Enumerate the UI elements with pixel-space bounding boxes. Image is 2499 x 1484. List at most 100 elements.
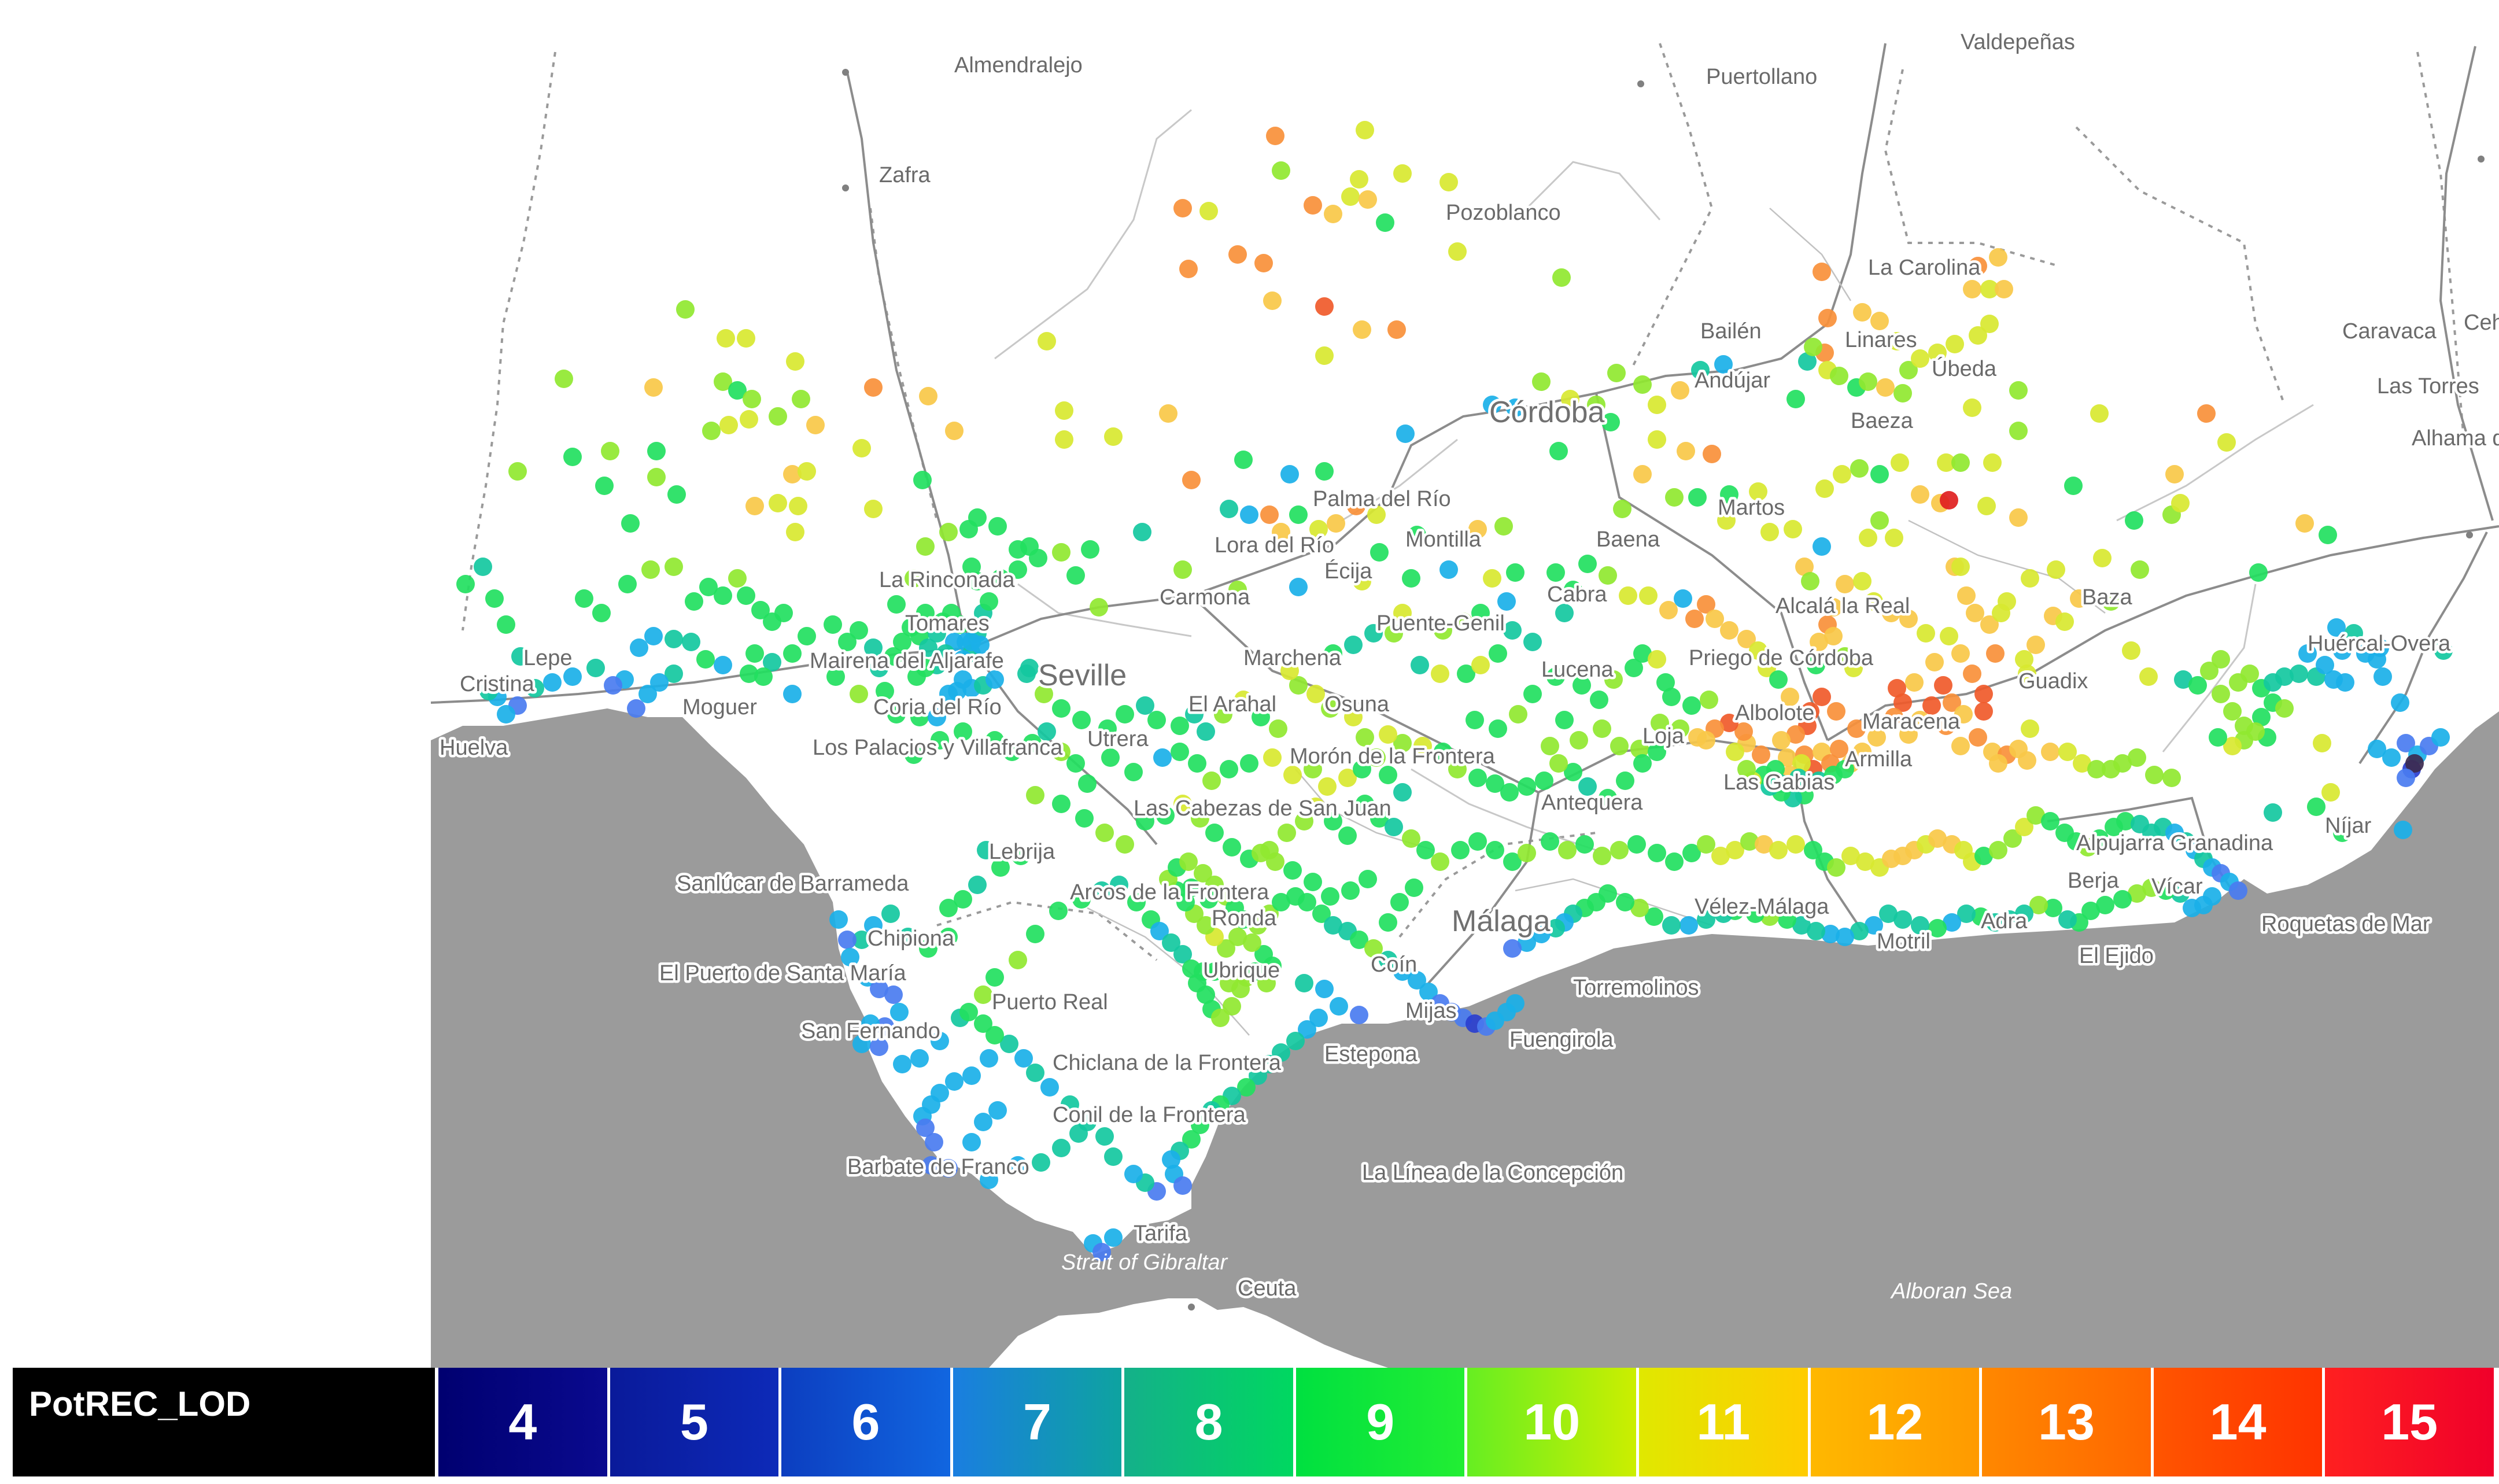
point-value-9 [1688, 488, 1707, 507]
point-value-7 [1162, 1150, 1180, 1169]
point-value-12 [945, 422, 964, 440]
point-value-12 [1359, 190, 1377, 209]
point-value-11 [1350, 170, 1368, 189]
place-label: Alpujarra Granadina [2076, 831, 2273, 855]
place-label: Baena [1596, 527, 1660, 552]
point-value-9 [1503, 852, 1522, 871]
point-value-9 [838, 633, 857, 651]
point-value-12 [644, 378, 663, 397]
point-value-9 [1451, 841, 1470, 859]
point-value-6 [870, 1038, 888, 1056]
point-value-9 [1246, 962, 1264, 981]
point-value-9 [1116, 705, 1134, 723]
point-value-12 [2165, 465, 2184, 483]
place-label-halo: Vélez-Málaga [1695, 895, 1829, 919]
point-value-7 [980, 1171, 998, 1189]
place-label: Berja [2068, 869, 2120, 893]
point-value-11 [1833, 465, 1851, 483]
point-value-9 [2249, 563, 2268, 582]
point-value-14 [1888, 679, 1906, 697]
place-label-halo: Motril [1877, 929, 1930, 954]
point-value-12 [1995, 280, 2013, 298]
point-value-9 [1012, 847, 1030, 865]
place-label: Puerto Real [992, 990, 1108, 1014]
point-value-11 [1911, 349, 1929, 368]
place-label: Lora del Río [1215, 533, 1334, 558]
point-value-11 [1758, 659, 1776, 677]
point-value-10 [1827, 858, 1845, 877]
point-value-9 [1807, 656, 1825, 674]
point-value-7 [1419, 983, 1438, 1001]
point-value-9 [2090, 829, 2109, 848]
place-label-halo: Sanlúcar de Barrameda [677, 872, 909, 896]
point-value-11 [1928, 344, 1947, 362]
point-value-12 [1951, 644, 1970, 663]
place-label: Linares [1845, 328, 1917, 352]
point-value-11 [1199, 202, 1218, 220]
point-value-8 [2174, 670, 2192, 689]
point-value-7 [2316, 656, 2334, 674]
point-value-13 [1734, 722, 1753, 741]
point-value-10 [1613, 500, 1631, 518]
place-label: Níjar [2325, 814, 2372, 838]
point-value-12 [1781, 688, 1799, 706]
legend-title: PotREC_LOD [13, 1368, 435, 1476]
point-value-8 [586, 659, 605, 677]
point-value-8 [1810, 771, 1828, 790]
point-value-8 [1026, 1064, 1044, 1082]
point-value-13 [1387, 320, 1406, 339]
place-label-halo: Mijas [1405, 999, 1457, 1023]
point-value-9 [1575, 835, 1594, 854]
point-value-11 [1784, 520, 1802, 538]
point-value-8 [665, 630, 683, 648]
point-value-10 [1801, 572, 1819, 590]
point-value-9 [959, 1003, 978, 1021]
point-value-8 [474, 558, 492, 576]
point-value-12 [1824, 627, 1843, 645]
point-value-10 [1893, 384, 1912, 403]
legend-label-9: 9 [1366, 1393, 1395, 1450]
point-value-8 [1385, 818, 1403, 836]
point-value-12 [1980, 615, 1999, 634]
point-value-9 [991, 569, 1010, 588]
point-value-9 [884, 647, 903, 666]
place-label-halo: Linares [1845, 328, 1917, 352]
point-value-9 [737, 586, 755, 605]
point-value-7 [985, 670, 1004, 689]
place-label-halo: Puente-Genil [1376, 611, 1505, 636]
point-value-9 [1078, 774, 1097, 793]
point-value-11 [1856, 852, 1874, 871]
point-value-8 [1893, 910, 1912, 929]
point-value-11 [1711, 847, 1730, 865]
point-value-8 [1173, 945, 1192, 964]
place-label: Osuna [1324, 692, 1390, 717]
place-label-halo: Priego de Córdoba [1689, 646, 1874, 670]
point-value-9 [798, 627, 816, 645]
point-value-9 [1471, 604, 1490, 622]
point-value-13 [1304, 196, 1322, 215]
point-value-14 [1934, 676, 1952, 695]
point-value-10 [641, 560, 660, 579]
point-value-9 [1466, 711, 1484, 729]
place-label-halo: Adra [1981, 909, 2028, 933]
point-value-10 [2200, 662, 2219, 680]
point-value-10 [1665, 488, 1684, 507]
place-label-halo: Lebrija [989, 840, 1055, 864]
point-value-6 [876, 1017, 894, 1036]
point-value-11 [1726, 743, 1744, 761]
point-value-9 [685, 592, 703, 611]
point-value-6 [884, 985, 903, 1004]
point-value-9 [621, 514, 640, 533]
point-value-11 [1844, 659, 1863, 677]
place-label: Zafra [879, 163, 931, 187]
point-value-8 [1379, 951, 1397, 969]
point-value-9 [485, 589, 504, 608]
point-value-8 [1038, 722, 1056, 741]
point-value-9 [1555, 711, 1574, 729]
point-value-9 [968, 572, 987, 590]
point-value-10 [1494, 517, 1513, 536]
place-label: Puertollano [1706, 65, 1817, 89]
point-value-7 [563, 667, 582, 686]
point-value-10 [508, 462, 527, 481]
